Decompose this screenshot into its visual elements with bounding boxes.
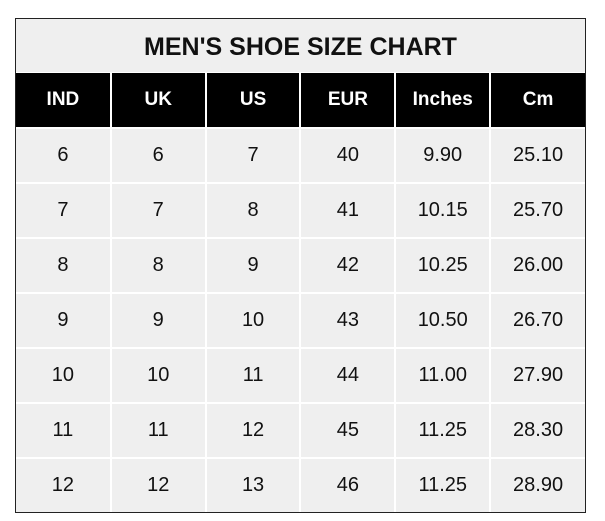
size-chart: MEN'S SHOE SIZE CHART IND UK US EUR Inches Cm… <box>15 18 586 513</box>
table-cell: 10.15 <box>394 182 492 239</box>
table-cell: 43 <box>299 292 397 349</box>
table-cell: 12 <box>109 457 207 512</box>
table-cell: 28.30 <box>489 402 585 459</box>
table-cell: 10 <box>16 347 112 404</box>
table-cell: 9 <box>204 237 302 294</box>
table-cell: 8 <box>204 182 302 239</box>
table-cell: 10 <box>204 292 302 349</box>
table-cell: 9 <box>16 292 112 349</box>
table-row: 12 12 13 46 11.25 28.90 <box>16 457 585 512</box>
table-cell: 11.00 <box>394 347 492 404</box>
table-cell: 7 <box>204 127 302 184</box>
table-cell: 9 <box>109 292 207 349</box>
column-header: Cm <box>489 73 585 128</box>
table-cell: 11.25 <box>394 457 492 512</box>
column-header: Inches <box>394 73 491 128</box>
table-row: 6 6 7 40 9.90 25.10 <box>16 127 585 184</box>
table-cell: 26.00 <box>489 237 585 294</box>
table-cell: 11.25 <box>394 402 492 459</box>
table-cell: 12 <box>204 402 302 459</box>
table-cell: 45 <box>299 402 397 459</box>
table-cell: 6 <box>109 127 207 184</box>
table-cell: 12 <box>16 457 112 512</box>
table-cell: 9.90 <box>394 127 492 184</box>
table-cell: 6 <box>16 127 112 184</box>
table-cell: 44 <box>299 347 397 404</box>
table-row: 11 11 12 45 11.25 28.30 <box>16 402 585 459</box>
table-cell: 10.25 <box>394 237 492 294</box>
header-row: IND UK US EUR Inches Cm <box>16 73 585 128</box>
table-cell: 40 <box>299 127 397 184</box>
column-header: UK <box>109 73 206 128</box>
column-header: IND <box>16 73 111 128</box>
table-cell: 8 <box>16 237 112 294</box>
table-cell: 41 <box>299 182 397 239</box>
table-cell: 28.90 <box>489 457 585 512</box>
table-cell: 7 <box>109 182 207 239</box>
table-cell: 13 <box>204 457 302 512</box>
table-row: 9 9 10 43 10.50 26.70 <box>16 292 585 349</box>
chart-title: MEN'S SHOE SIZE CHART <box>16 19 585 73</box>
table-cell: 8 <box>109 237 207 294</box>
table-cell: 11 <box>204 347 302 404</box>
table-cell: 10 <box>109 347 207 404</box>
table-cell: 11 <box>16 402 112 459</box>
column-header: US <box>204 73 301 128</box>
table-row: 10 10 11 44 11.00 27.90 <box>16 347 585 404</box>
table-cell: 42 <box>299 237 397 294</box>
table-cell: 7 <box>16 182 112 239</box>
table-cell: 46 <box>299 457 397 512</box>
column-header: EUR <box>299 73 396 128</box>
table-cell: 25.10 <box>489 127 585 184</box>
size-table: IND UK US EUR Inches Cm 6 6 7 40 9.90 25.10 7 7 8 41 10… <box>16 73 585 512</box>
table-cell: 27.90 <box>489 347 585 404</box>
table-cell: 10.50 <box>394 292 492 349</box>
table-row: 8 8 9 42 10.25 26.00 <box>16 237 585 294</box>
table-cell: 26.70 <box>489 292 585 349</box>
table-cell: 11 <box>109 402 207 459</box>
table-cell: 25.70 <box>489 182 585 239</box>
table-row: 7 7 8 41 10.15 25.70 <box>16 182 585 239</box>
